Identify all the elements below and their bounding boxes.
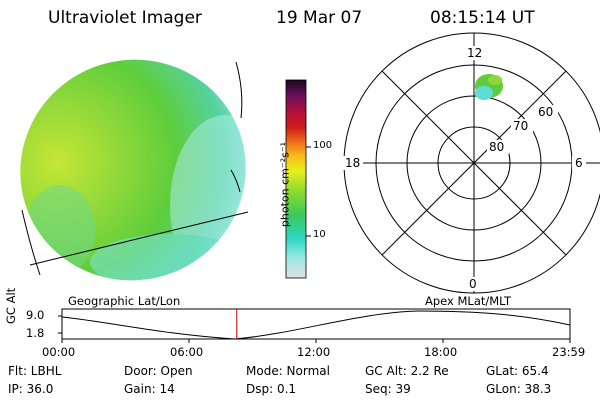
mlt-0-bg: [466, 277, 480, 291]
glon-readout: GLon: 38.3: [486, 382, 552, 396]
mlt-6-bg: [572, 156, 586, 170]
limb-line-top: [235, 61, 243, 119]
timeline-ylabel: GC Alt: [4, 287, 18, 324]
door-readout: Door: Open: [124, 364, 193, 378]
timeline-right-title: Apex MLat/MLT: [425, 294, 512, 308]
mlt-12-bg: [464, 46, 484, 60]
timeline-xtick-0: 00:00: [42, 345, 76, 359]
colorbar-label-10: 10: [313, 229, 326, 240]
lat-80-bg: [487, 140, 509, 154]
lat-label-80: 80: [489, 140, 505, 154]
sequence-readout: Seq: 39: [365, 382, 411, 396]
limb-line-right: [230, 169, 241, 193]
instrument-title: Ultraviolet Imager: [48, 8, 202, 28]
mlt-18-bg: [341, 156, 363, 170]
colorbar: [285, 79, 307, 279]
gain-readout: Gain: 14: [124, 382, 175, 396]
mlt-label-0: 0: [469, 277, 477, 291]
lat-60-bg: [536, 105, 558, 119]
timeline-left-title: Geographic Lat/Lon: [68, 294, 181, 308]
timeline-xtick-3: 18:00: [424, 345, 458, 359]
filter-readout: Flt: LBHL: [8, 364, 62, 378]
terminator-line: [29, 211, 249, 266]
polar-plot: [343, 32, 600, 294]
colorbar-label-100: 100: [313, 140, 333, 151]
timeline-ytick-top: 9.0: [26, 308, 45, 322]
mode-readout: Mode: Normal: [246, 364, 330, 378]
limb-line-left: [21, 209, 41, 276]
timeline-ytick-bottom: 1.8: [26, 326, 45, 340]
time-label: 08:15:14 UT: [430, 8, 535, 28]
mlt-label-12: 12: [467, 46, 483, 60]
lat-70-bg: [511, 119, 533, 133]
gc-alt-readout: GC Alt: 2.2 Re: [365, 364, 449, 378]
glat-readout: GLat: 65.4: [486, 364, 549, 378]
date-label: 19 Mar 07: [276, 8, 363, 28]
altitude-curve: [61, 310, 571, 340]
mlt-label-6: 6: [575, 156, 583, 170]
auroral-oval-patch: [475, 74, 503, 100]
timeline-ticks: [58, 315, 571, 343]
colorbar-unit-label: photon cm⁻²s⁻¹: [278, 141, 292, 228]
timeline-xtick-1: 06:00: [170, 345, 204, 359]
mlt-label-18: 18: [345, 156, 361, 170]
ip-readout: IP: 36.0: [8, 382, 54, 396]
timeline-xtick-2: 12:00: [297, 345, 331, 359]
timeline-frame: [61, 308, 571, 340]
lat-label-60: 60: [538, 105, 554, 119]
timeline-xtick-4: 23:59: [552, 345, 586, 359]
lat-label-70: 70: [513, 119, 529, 133]
dsp-readout: Dsp: 0.1: [246, 382, 297, 396]
